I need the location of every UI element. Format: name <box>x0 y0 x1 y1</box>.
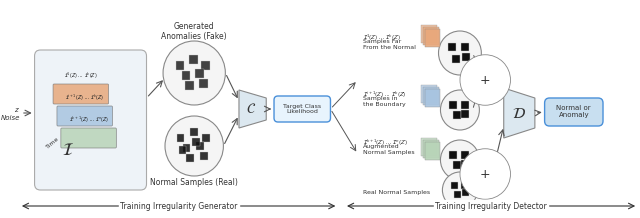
FancyBboxPatch shape <box>189 55 198 64</box>
Text: $\mathcal{I}^{i+1}(Z)$ ... $\mathcal{I}^k(Z)$: $\mathcal{I}^{i+1}(Z)$ ... $\mathcal{I}^… <box>363 90 406 100</box>
Circle shape <box>442 172 477 208</box>
Text: Target Class
Likelihood: Target Class Likelihood <box>283 104 321 114</box>
FancyBboxPatch shape <box>186 81 194 90</box>
FancyBboxPatch shape <box>425 89 440 107</box>
Text: Samples in
the Boundary: Samples in the Boundary <box>363 96 405 107</box>
Text: $\mathcal{I}^{i+1}(Z)$ ... $\mathcal{I}^k(Z)$: $\mathcal{I}^{i+1}(Z)$ ... $\mathcal{I}^… <box>65 93 104 103</box>
Text: Normal Samples (Real): Normal Samples (Real) <box>150 178 238 187</box>
FancyBboxPatch shape <box>425 29 440 47</box>
FancyBboxPatch shape <box>453 161 461 169</box>
FancyBboxPatch shape <box>461 151 468 159</box>
FancyBboxPatch shape <box>177 134 184 142</box>
FancyBboxPatch shape <box>452 55 460 63</box>
Text: Training Irregularity Generator: Training Irregularity Generator <box>120 201 237 211</box>
Text: $\mathcal{I}^{k+1}(Z)$ ... $\mathcal{I}^n(Z)$: $\mathcal{I}^{k+1}(Z)$ ... $\mathcal{I}^… <box>363 138 408 148</box>
Circle shape <box>440 140 479 180</box>
Circle shape <box>165 116 223 176</box>
FancyBboxPatch shape <box>57 106 113 126</box>
Text: $\mathcal{I}$: $\mathcal{I}$ <box>61 141 74 159</box>
Text: Generated
Anomalies (Fake): Generated Anomalies (Fake) <box>161 22 227 41</box>
FancyBboxPatch shape <box>448 43 456 51</box>
Text: Normal or
Anomaly: Normal or Anomaly <box>557 106 591 119</box>
FancyBboxPatch shape <box>423 27 438 45</box>
FancyBboxPatch shape <box>423 87 438 105</box>
FancyBboxPatch shape <box>182 71 190 80</box>
FancyBboxPatch shape <box>53 84 109 104</box>
FancyBboxPatch shape <box>196 142 204 150</box>
Text: Training Irregularity Detector: Training Irregularity Detector <box>435 201 547 211</box>
FancyBboxPatch shape <box>182 144 190 152</box>
Text: +: + <box>480 73 490 87</box>
Text: Samples Far
From the Normal: Samples Far From the Normal <box>363 39 415 50</box>
FancyBboxPatch shape <box>179 146 186 154</box>
FancyBboxPatch shape <box>461 182 468 189</box>
FancyBboxPatch shape <box>186 154 194 162</box>
FancyBboxPatch shape <box>449 151 457 159</box>
FancyBboxPatch shape <box>202 134 210 142</box>
Text: $\mathcal{C}$: $\mathcal{C}$ <box>246 102 256 116</box>
FancyBboxPatch shape <box>454 191 461 198</box>
FancyBboxPatch shape <box>201 61 210 70</box>
Polygon shape <box>504 88 535 138</box>
FancyBboxPatch shape <box>274 96 330 122</box>
Circle shape <box>438 31 481 75</box>
FancyBboxPatch shape <box>35 50 147 190</box>
FancyBboxPatch shape <box>421 25 436 43</box>
FancyBboxPatch shape <box>462 189 468 196</box>
Text: Time: Time <box>45 136 61 150</box>
Text: $z$
Noise: $z$ Noise <box>1 106 20 121</box>
FancyBboxPatch shape <box>461 110 468 118</box>
FancyBboxPatch shape <box>200 152 208 160</box>
FancyBboxPatch shape <box>195 69 204 78</box>
Circle shape <box>163 41 225 105</box>
FancyBboxPatch shape <box>449 101 457 109</box>
FancyBboxPatch shape <box>461 43 468 51</box>
FancyBboxPatch shape <box>461 101 468 109</box>
FancyBboxPatch shape <box>545 98 603 126</box>
Text: $\mathcal{D}$: $\mathcal{D}$ <box>512 106 526 121</box>
FancyBboxPatch shape <box>425 142 440 160</box>
Text: $\mathcal{I}^{k+1}(Z)$ ... $\mathcal{I}^n(Z)$: $\mathcal{I}^{k+1}(Z)$ ... $\mathcal{I}^… <box>68 115 109 125</box>
FancyBboxPatch shape <box>192 138 200 146</box>
Polygon shape <box>239 90 266 128</box>
FancyBboxPatch shape <box>461 160 468 168</box>
Text: +: + <box>480 167 490 181</box>
FancyBboxPatch shape <box>423 140 438 158</box>
Text: $\mathcal{I}^1(Z)$ ... $\mathcal{I}^k(Z)$: $\mathcal{I}^1(Z)$ ... $\mathcal{I}^k(Z)… <box>363 33 401 43</box>
FancyBboxPatch shape <box>176 61 184 70</box>
FancyBboxPatch shape <box>421 138 436 156</box>
FancyBboxPatch shape <box>421 85 436 103</box>
Text: Augmented
Normal Samples: Augmented Normal Samples <box>363 144 414 155</box>
FancyBboxPatch shape <box>451 182 458 189</box>
FancyBboxPatch shape <box>61 128 116 148</box>
Text: $\mathcal{I}^1(Z)$ ... $\mathcal{I}^k(Z)$: $\mathcal{I}^1(Z)$ ... $\mathcal{I}^k(Z)… <box>64 71 98 81</box>
Circle shape <box>440 90 479 130</box>
FancyBboxPatch shape <box>190 128 198 136</box>
FancyBboxPatch shape <box>199 79 208 88</box>
Text: Real Normal Samples: Real Normal Samples <box>363 190 429 195</box>
FancyBboxPatch shape <box>462 53 470 61</box>
FancyBboxPatch shape <box>453 111 461 119</box>
